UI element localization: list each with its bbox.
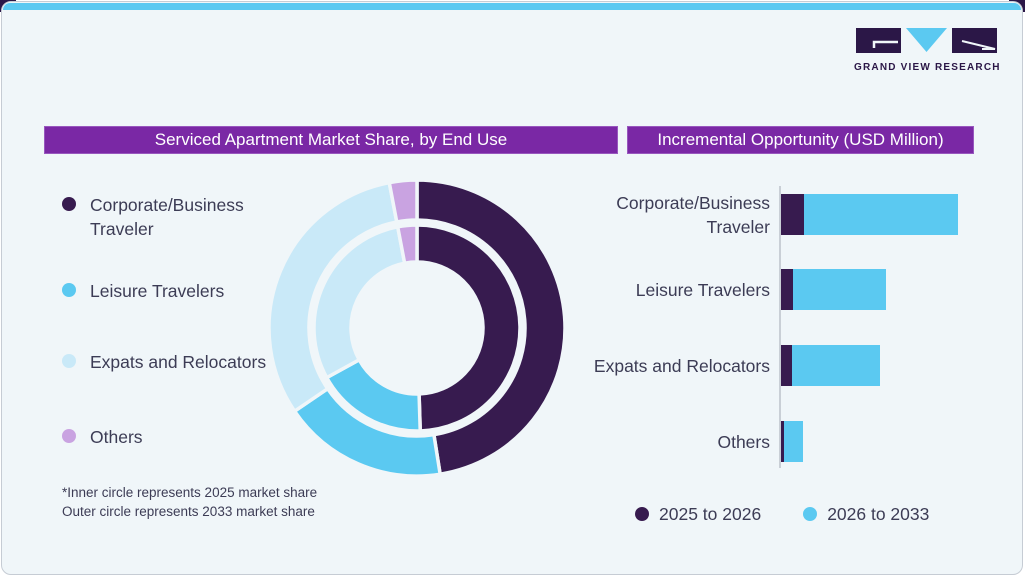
bar-label-others: Others [717, 431, 770, 452]
legend-dot-others [62, 429, 76, 443]
bar-segment-2-2026-to-2033 [791, 345, 880, 386]
bar-segment-0-2025-to-2026 [780, 194, 804, 235]
bar-legend-item-2026-2033: 2026 to 2033 [803, 502, 929, 526]
logo-wordmark: GRAND VIEW RESEARCH [854, 62, 1001, 73]
donut-segment-ring1-3 [387, 178, 419, 224]
bar-expats [780, 345, 880, 386]
legend-item-others: Others [62, 425, 143, 449]
left-section-header: Serviced Apartment Market Share, by End … [44, 126, 618, 154]
right-section-header: Incremental Opportunity (USD Million) [627, 126, 974, 154]
donut-segment-ring0-3 [395, 223, 419, 266]
legend-item-corporate: Corporate/Business Traveler [62, 193, 260, 241]
card-top-strip [3, 3, 1021, 10]
bar-segment-1-2025-to-2026 [780, 269, 793, 310]
bar-legend-item-2025-2026: 2025 to 2026 [635, 502, 761, 526]
footnote-line-1: *Inner circle represents 2025 market sha… [62, 485, 318, 500]
bar-chart-legend: 2025 to 2026 2026 to 2033 [635, 502, 929, 526]
bar-segment-0-2026-to-2033 [803, 194, 959, 235]
bar-segment-1-2026-to-2033 [792, 269, 887, 310]
footnote-line-2: Outer circle represents 2033 market shar… [62, 504, 315, 519]
donut-footnote: *Inner circle represents 2025 market sha… [62, 483, 317, 521]
legend-item-leisure: Leisure Travelers [62, 279, 224, 303]
legend-dot-corporate [62, 197, 76, 211]
bar-legend-dot-2025-2026 [635, 507, 649, 521]
donut-segment-ring1-0 [415, 178, 567, 477]
bar-segment-3-2025-to-2026 [780, 421, 784, 462]
bar-label-corporate: Corporate/Business Traveler [616, 192, 770, 237]
legend-label-expats: Expats and Relocators [90, 352, 267, 372]
bar-others [780, 421, 803, 462]
legend-item-expats: Expats and Relocators [62, 350, 266, 374]
legend-label-corporate: Corporate/Business Traveler [90, 195, 244, 239]
bar-leisure [780, 269, 887, 310]
donut-segment-ring0-0 [415, 223, 522, 433]
bar-corporate [780, 194, 959, 235]
legend-dot-leisure [62, 283, 76, 297]
bar-label-expats: Expats and Relocators [593, 355, 770, 376]
bar-chart-axis [779, 186, 781, 468]
gvr-logo-icon [856, 28, 997, 53]
bar-label-leisure: Leisure Travelers [635, 279, 770, 300]
grand-view-research-logo: GRAND VIEW RESEARCH [854, 27, 1001, 73]
bar-legend-dot-2026-2033 [803, 507, 818, 521]
legend-dot-expats [62, 354, 76, 368]
bar-segment-2-2025-to-2026 [780, 345, 792, 386]
bar-legend-label-2025-2026: 2025 to 2026 [659, 504, 762, 524]
legend-label-leisure: Leisure Travelers [90, 281, 225, 301]
donut-chart [267, 178, 567, 478]
legend-label-others: Others [90, 427, 143, 447]
bar-segment-3-2026-to-2033 [783, 421, 803, 462]
bar-legend-label-2026-2033: 2026 to 2033 [827, 504, 930, 524]
